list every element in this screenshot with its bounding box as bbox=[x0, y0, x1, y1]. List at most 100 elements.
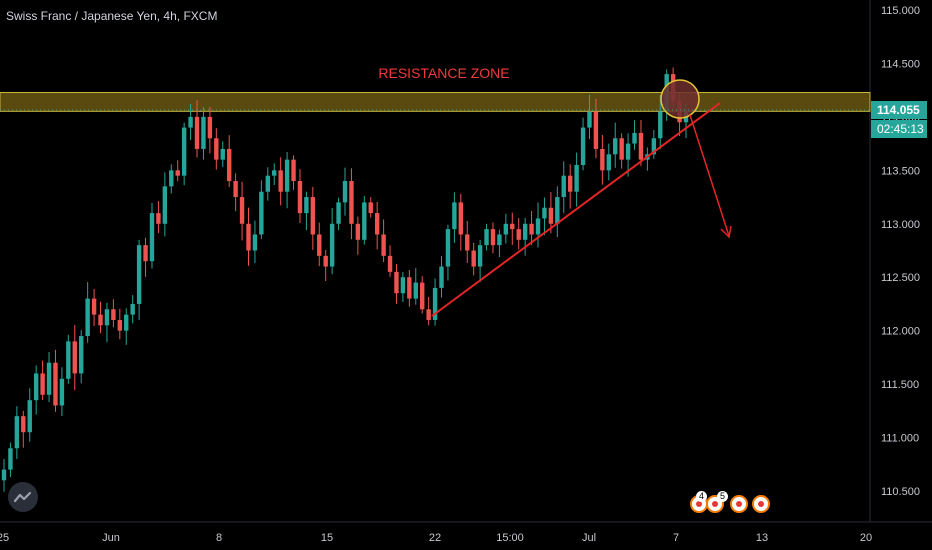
candle-body bbox=[490, 229, 496, 246]
candle-body bbox=[600, 148, 605, 171]
candle-body bbox=[336, 202, 341, 224]
candle-body bbox=[156, 213, 161, 224]
y-tick-label: 113.000 bbox=[881, 219, 920, 231]
candle-body bbox=[503, 223, 509, 235]
candle-body bbox=[580, 127, 586, 165]
candle-body bbox=[407, 277, 412, 299]
candle-body bbox=[175, 170, 180, 176]
candle-body bbox=[658, 111, 663, 139]
candle-body bbox=[362, 202, 367, 240]
candle-body bbox=[574, 164, 579, 192]
candle-body bbox=[130, 303, 135, 315]
y-tick-label: 114.500 bbox=[881, 58, 920, 70]
y-tick-label: 113.500 bbox=[881, 165, 920, 177]
candle-body bbox=[162, 186, 168, 224]
candle-body bbox=[291, 159, 296, 182]
x-tick-label: 22 bbox=[429, 532, 441, 544]
candle-body bbox=[374, 213, 380, 235]
x-tick-label: 15 bbox=[321, 532, 333, 544]
candle-body bbox=[638, 132, 644, 160]
candle-body bbox=[394, 271, 399, 294]
candle-body bbox=[510, 223, 515, 230]
candle-body bbox=[91, 298, 97, 315]
candle-body bbox=[342, 181, 348, 203]
candle-body bbox=[104, 309, 110, 326]
candle-body bbox=[233, 181, 238, 198]
candle-body bbox=[201, 116, 206, 149]
candle-body bbox=[14, 416, 20, 449]
candle-body bbox=[136, 245, 142, 304]
current-price-badge bbox=[871, 101, 927, 119]
y-tick-label: 111.500 bbox=[881, 379, 919, 391]
candle-body bbox=[79, 336, 84, 374]
candle-body bbox=[329, 223, 335, 267]
candle-body bbox=[246, 223, 251, 251]
zone-label: RESISTANCE ZONE bbox=[378, 65, 509, 81]
candle-body bbox=[310, 197, 316, 235]
candle-body bbox=[555, 197, 560, 224]
candle-body bbox=[587, 111, 592, 128]
candle-body bbox=[149, 213, 155, 262]
candle-body bbox=[226, 148, 232, 182]
candle-body bbox=[548, 207, 554, 224]
x-tick-label: 7 bbox=[673, 532, 679, 544]
candle-body bbox=[426, 309, 431, 320]
candle-body bbox=[477, 245, 483, 267]
candle-body bbox=[111, 309, 116, 320]
symbol-title: Swiss Franc / Japanese Yen, 4h, FXCM bbox=[6, 9, 218, 23]
countdown-label: 02:45:13 bbox=[877, 122, 924, 136]
candle-body bbox=[53, 362, 58, 406]
candle-body bbox=[278, 170, 283, 192]
tradingview-logo-icon[interactable] bbox=[8, 482, 38, 512]
candle-body bbox=[98, 314, 103, 326]
candle-body bbox=[214, 138, 219, 160]
event-count-badge: 4 bbox=[696, 491, 707, 502]
x-tick-label: 25 bbox=[0, 532, 9, 544]
y-tick-label: 112.500 bbox=[881, 272, 920, 284]
x-tick-label: 20 bbox=[860, 532, 872, 544]
candle-body bbox=[66, 341, 71, 379]
candle-body bbox=[368, 202, 373, 214]
x-tick-label: Jul bbox=[582, 532, 596, 544]
candle-body bbox=[484, 229, 489, 246]
candle-body bbox=[220, 148, 225, 160]
candle-body bbox=[439, 266, 444, 288]
event-count-badge: 5 bbox=[717, 491, 728, 502]
candle-body bbox=[40, 373, 45, 395]
candle-body bbox=[452, 202, 457, 230]
candle-body bbox=[420, 282, 425, 310]
candle-body bbox=[317, 234, 322, 256]
candle-body bbox=[465, 234, 470, 251]
event-marker-icon[interactable] bbox=[730, 495, 748, 513]
candle-body bbox=[381, 234, 386, 256]
candle-body bbox=[124, 314, 129, 331]
candle-body bbox=[471, 250, 476, 267]
candle-body bbox=[181, 127, 187, 176]
candle-body bbox=[33, 373, 39, 401]
candle-body bbox=[85, 298, 90, 337]
candle-body bbox=[567, 175, 573, 192]
candle-body bbox=[522, 223, 528, 240]
resistance-zone bbox=[0, 92, 871, 112]
trendline bbox=[431, 102, 721, 317]
event-marker-icon[interactable] bbox=[706, 495, 724, 513]
candle-body bbox=[535, 218, 541, 235]
candle-body bbox=[349, 181, 354, 224]
event-marker-icon[interactable] bbox=[752, 495, 770, 513]
candle-body bbox=[387, 255, 393, 272]
candle-body bbox=[323, 255, 328, 267]
candle-body bbox=[593, 111, 599, 149]
candle-body bbox=[207, 116, 213, 139]
x-tick-label: 15:00 bbox=[496, 532, 524, 544]
candle-body bbox=[188, 116, 193, 128]
candle-body bbox=[432, 287, 438, 320]
candle-body bbox=[259, 191, 264, 235]
candle-body bbox=[1, 469, 7, 481]
candle-body bbox=[265, 175, 270, 192]
candle-body bbox=[272, 170, 277, 176]
candle-body bbox=[194, 116, 200, 149]
highlight-circle bbox=[660, 79, 700, 119]
candle-body bbox=[625, 143, 631, 160]
candle-body bbox=[458, 202, 464, 235]
